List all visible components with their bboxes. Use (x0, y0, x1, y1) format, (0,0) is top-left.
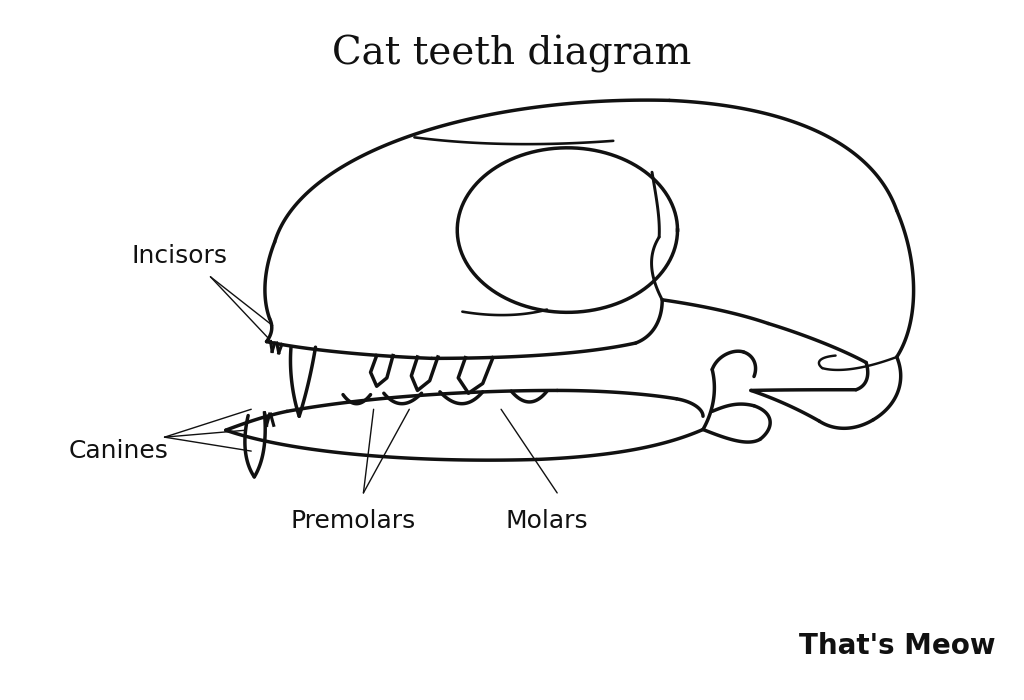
Text: Premolars: Premolars (291, 509, 416, 533)
Text: Canines: Canines (69, 439, 169, 463)
Text: Cat teeth diagram: Cat teeth diagram (332, 35, 691, 73)
Text: That's Meow: That's Meow (799, 632, 995, 660)
Text: Incisors: Incisors (132, 244, 228, 268)
Text: Molars: Molars (506, 509, 589, 533)
